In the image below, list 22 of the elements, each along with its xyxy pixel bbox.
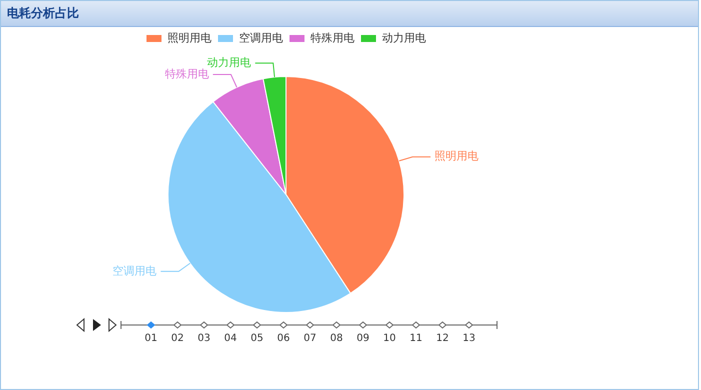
legend-label: 照明用电: [168, 31, 212, 44]
text: 11: [410, 333, 422, 344]
text: 08: [330, 333, 343, 344]
slice-label: 特殊用电: [164, 67, 209, 80]
text: 12: [436, 333, 449, 344]
text: 07: [304, 333, 316, 344]
text: 03: [198, 333, 210, 344]
text: 01: [144, 333, 158, 344]
text: 02: [171, 333, 184, 344]
text: 04: [224, 333, 237, 344]
text: 09: [356, 333, 370, 344]
legend-label: 动力用电: [382, 31, 426, 44]
legend-label: 特殊用电: [310, 31, 354, 44]
chart-title: 电耗分析占比: [7, 5, 79, 22]
text: 10: [383, 333, 396, 344]
text: 13: [462, 333, 476, 344]
text: 05: [250, 333, 264, 344]
text: 06: [277, 333, 290, 344]
slice-label: 动力用电: [207, 56, 252, 69]
legend-label: 空调用电: [239, 31, 283, 44]
slice-label: 空调用电: [112, 264, 157, 278]
slice-label: 照明用电: [434, 150, 479, 163]
